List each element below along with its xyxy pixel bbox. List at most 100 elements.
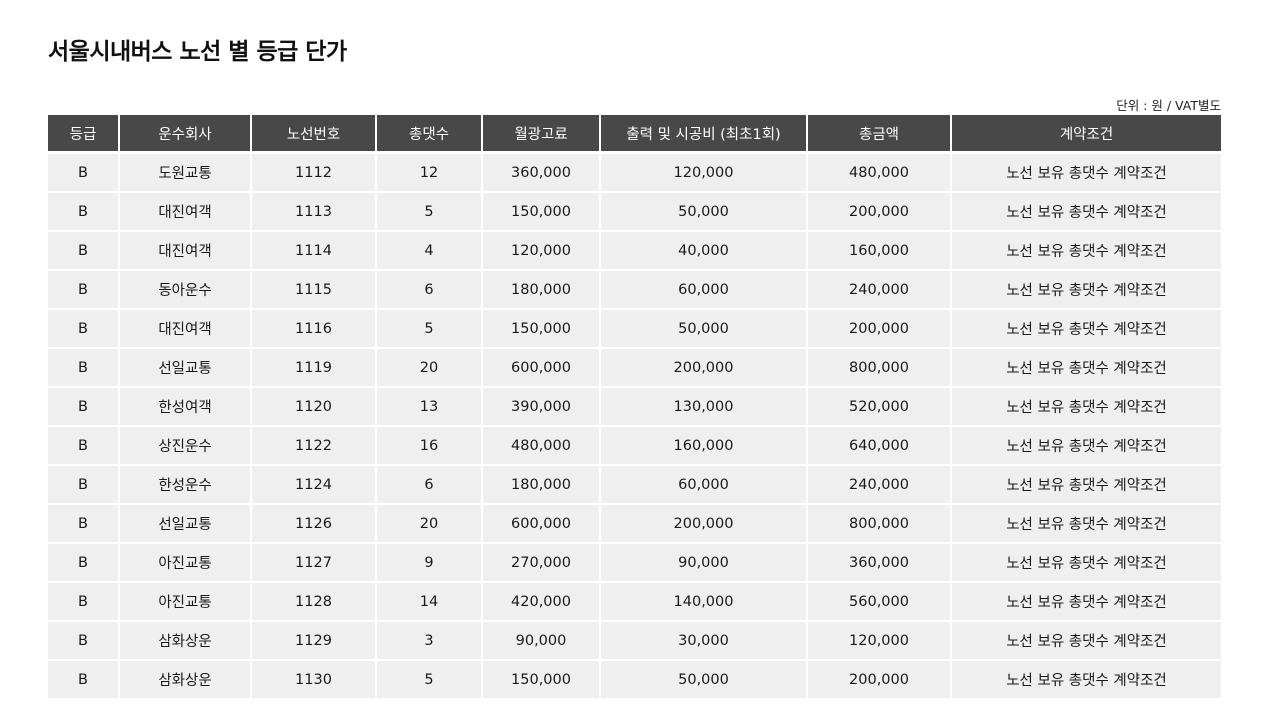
- cell-print-cost: 40,000: [600, 231, 808, 271]
- cell-route: 1116: [251, 309, 377, 349]
- header-print-cost: 출력 및 시공비 (최초1회): [600, 115, 808, 154]
- header-bus-count: 총댓수: [376, 115, 483, 154]
- cell-route: 1128: [251, 582, 377, 622]
- cell-print-cost: 30,000: [600, 621, 808, 661]
- table-row: B 대진여객 1113 5 150,000 50,000 200,000 노선 보유 총댓수 …: [48, 192, 1221, 232]
- cell-company: 아진교통: [119, 582, 252, 622]
- cell-company: 선일교통: [119, 504, 252, 544]
- cell-bus-count: 20: [376, 504, 483, 544]
- price-table: 등급 운수회사 노선번호 총댓수 월광고료 출력 및 시공비 (최초1회) 총금…: [48, 115, 1221, 700]
- table-body: B 도원교통 1112 12 360,000 120,000 480,000 노선 보유 총댓…: [48, 152, 1221, 700]
- cell-print-cost: 60,000: [600, 465, 808, 505]
- table-row: B 삼화상운 1129 3 90,000 30,000 120,000 노선 보유 총댓수 계…: [48, 621, 1221, 661]
- cell-bus-count: 4: [376, 231, 483, 271]
- cell-grade: B: [48, 543, 120, 583]
- cell-grade: B: [48, 192, 120, 232]
- cell-print-cost: 90,000: [600, 543, 808, 583]
- cell-contract: 노선 보유 총댓수 계약조건: [951, 192, 1221, 232]
- page-title: 서울시내버스 노선 별 등급 단가: [48, 39, 347, 65]
- table-row: B 한성운수 1124 6 180,000 60,000 240,000 노선 보유 총댓수 …: [48, 465, 1221, 505]
- cell-route: 1113: [251, 192, 377, 232]
- header-grade: 등급: [48, 115, 120, 154]
- cell-grade: B: [48, 231, 120, 271]
- cell-contract: 노선 보유 총댓수 계약조건: [951, 270, 1221, 310]
- cell-company: 한성운수: [119, 465, 252, 505]
- cell-monthly-fee: 90,000: [482, 621, 601, 661]
- cell-bus-count: 6: [376, 465, 483, 505]
- cell-monthly-fee: 150,000: [482, 309, 601, 349]
- table-row: B 아진교통 1128 14 420,000 140,000 560,000 노선 보유 총댓…: [48, 582, 1221, 622]
- cell-bus-count: 12: [376, 152, 483, 193]
- table-row: B 한성여객 1120 13 390,000 130,000 520,000 노선 보유 총댓…: [48, 387, 1221, 427]
- cell-route: 1120: [251, 387, 377, 427]
- cell-route: 1130: [251, 660, 377, 700]
- cell-bus-count: 14: [376, 582, 483, 622]
- cell-monthly-fee: 390,000: [482, 387, 601, 427]
- cell-print-cost: 200,000: [600, 504, 808, 544]
- cell-print-cost: 140,000: [600, 582, 808, 622]
- cell-bus-count: 20: [376, 348, 483, 388]
- cell-print-cost: 50,000: [600, 660, 808, 700]
- cell-print-cost: 130,000: [600, 387, 808, 427]
- cell-company: 선일교통: [119, 348, 252, 388]
- header-total: 총금액: [807, 115, 952, 154]
- cell-route: 1112: [251, 152, 377, 193]
- table-row: B 도원교통 1112 12 360,000 120,000 480,000 노선 보유 총댓…: [48, 152, 1221, 193]
- cell-route: 1129: [251, 621, 377, 661]
- cell-company: 한성여객: [119, 387, 252, 427]
- cell-total: 800,000: [807, 348, 952, 388]
- table-row: B 대진여객 1116 5 150,000 50,000 200,000 노선 보유 총댓수 …: [48, 309, 1221, 349]
- cell-bus-count: 3: [376, 621, 483, 661]
- cell-bus-count: 13: [376, 387, 483, 427]
- cell-monthly-fee: 270,000: [482, 543, 601, 583]
- cell-total: 160,000: [807, 231, 952, 271]
- cell-grade: B: [48, 504, 120, 544]
- cell-bus-count: 5: [376, 192, 483, 232]
- cell-print-cost: 50,000: [600, 192, 808, 232]
- cell-monthly-fee: 420,000: [482, 582, 601, 622]
- cell-bus-count: 16: [376, 426, 483, 466]
- cell-monthly-fee: 180,000: [482, 465, 601, 505]
- cell-contract: 노선 보유 총댓수 계약조건: [951, 621, 1221, 661]
- cell-monthly-fee: 360,000: [482, 152, 601, 193]
- cell-bus-count: 5: [376, 660, 483, 700]
- cell-grade: B: [48, 660, 120, 700]
- cell-print-cost: 120,000: [600, 152, 808, 193]
- cell-route: 1127: [251, 543, 377, 583]
- cell-grade: B: [48, 309, 120, 349]
- cell-total: 120,000: [807, 621, 952, 661]
- cell-grade: B: [48, 152, 120, 193]
- cell-company: 동아운수: [119, 270, 252, 310]
- cell-monthly-fee: 150,000: [482, 192, 601, 232]
- cell-monthly-fee: 480,000: [482, 426, 601, 466]
- table-row: B 삼화상운 1130 5 150,000 50,000 200,000 노선 보유 총댓수 …: [48, 660, 1221, 700]
- cell-monthly-fee: 180,000: [482, 270, 601, 310]
- cell-monthly-fee: 600,000: [482, 504, 601, 544]
- table-row: B 선일교통 1119 20 600,000 200,000 800,000 노선 보유 총댓…: [48, 348, 1221, 388]
- cell-total: 240,000: [807, 465, 952, 505]
- cell-total: 800,000: [807, 504, 952, 544]
- cell-contract: 노선 보유 총댓수 계약조건: [951, 309, 1221, 349]
- cell-contract: 노선 보유 총댓수 계약조건: [951, 660, 1221, 700]
- cell-monthly-fee: 120,000: [482, 231, 601, 271]
- cell-route: 1115: [251, 270, 377, 310]
- table-row: B 아진교통 1127 9 270,000 90,000 360,000 노선 보유 총댓수 …: [48, 543, 1221, 583]
- cell-grade: B: [48, 621, 120, 661]
- cell-total: 520,000: [807, 387, 952, 427]
- cell-route: 1114: [251, 231, 377, 271]
- header-contract: 계약조건: [951, 115, 1221, 154]
- cell-company: 도원교통: [119, 152, 252, 193]
- cell-monthly-fee: 150,000: [482, 660, 601, 700]
- cell-grade: B: [48, 348, 120, 388]
- cell-total: 240,000: [807, 270, 952, 310]
- table-header-row: 등급 운수회사 노선번호 총댓수 월광고료 출력 및 시공비 (최초1회) 총금…: [48, 115, 1221, 154]
- cell-contract: 노선 보유 총댓수 계약조건: [951, 231, 1221, 271]
- table-row: B 선일교통 1126 20 600,000 200,000 800,000 노선 보유 총댓…: [48, 504, 1221, 544]
- cell-contract: 노선 보유 총댓수 계약조건: [951, 465, 1221, 505]
- cell-print-cost: 60,000: [600, 270, 808, 310]
- cell-print-cost: 50,000: [600, 309, 808, 349]
- cell-monthly-fee: 600,000: [482, 348, 601, 388]
- cell-route: 1122: [251, 426, 377, 466]
- unit-note: 단위 : 원 / VAT별도: [1116, 98, 1221, 113]
- cell-contract: 노선 보유 총댓수 계약조건: [951, 426, 1221, 466]
